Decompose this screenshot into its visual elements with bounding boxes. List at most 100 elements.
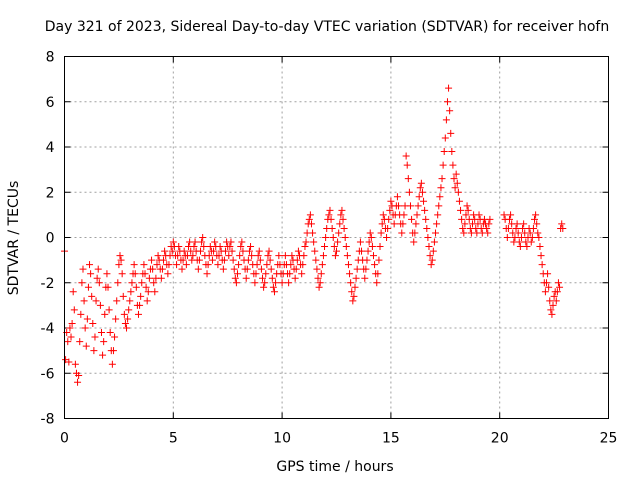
data-point bbox=[446, 107, 454, 115]
data-point bbox=[307, 220, 315, 228]
y-tick-label: 6 bbox=[46, 95, 55, 111]
data-point bbox=[268, 274, 276, 282]
data-point bbox=[432, 229, 440, 237]
data-point bbox=[269, 283, 277, 291]
data-point bbox=[70, 306, 78, 314]
data-point bbox=[77, 310, 85, 318]
data-point bbox=[515, 238, 523, 246]
data-point bbox=[144, 288, 152, 296]
data-point bbox=[475, 211, 483, 219]
data-point bbox=[270, 288, 278, 296]
data-point bbox=[438, 175, 446, 183]
chart-title: Day 321 of 2023, Sidereal Day-to-day VTE… bbox=[45, 19, 609, 35]
data-point bbox=[338, 206, 346, 214]
data-point bbox=[450, 175, 458, 183]
data-point bbox=[500, 211, 508, 219]
data-point bbox=[116, 252, 124, 260]
data-point bbox=[418, 188, 426, 196]
data-point bbox=[343, 252, 351, 260]
data-point bbox=[120, 310, 128, 318]
data-point bbox=[138, 279, 146, 287]
data-point bbox=[426, 252, 434, 260]
data-point bbox=[239, 247, 247, 255]
data-point bbox=[299, 261, 307, 269]
data-point bbox=[90, 347, 98, 355]
data-point bbox=[71, 360, 79, 368]
data-point bbox=[379, 211, 387, 219]
data-point bbox=[301, 243, 309, 251]
data-point bbox=[376, 243, 384, 251]
data-point bbox=[458, 215, 466, 223]
data-point bbox=[346, 270, 354, 278]
y-tick-label: 0 bbox=[46, 231, 55, 247]
data-point bbox=[340, 224, 348, 232]
data-point bbox=[552, 297, 560, 305]
data-point bbox=[464, 206, 472, 214]
data-point bbox=[484, 229, 492, 237]
data-point bbox=[237, 243, 245, 251]
data-point bbox=[440, 148, 448, 156]
data-point bbox=[448, 148, 456, 156]
data-point bbox=[417, 179, 425, 187]
data-point bbox=[463, 202, 471, 210]
data-point bbox=[483, 224, 491, 232]
data-point bbox=[200, 243, 208, 251]
data-point bbox=[126, 297, 134, 305]
data-point bbox=[108, 360, 116, 368]
data-point bbox=[314, 274, 322, 282]
data-point bbox=[272, 279, 280, 287]
data-point bbox=[435, 202, 443, 210]
data-point bbox=[528, 234, 536, 241]
data-point bbox=[168, 247, 176, 255]
data-point bbox=[66, 324, 74, 332]
data-point bbox=[123, 324, 131, 332]
data-point bbox=[136, 301, 144, 309]
data-point bbox=[369, 252, 377, 260]
data-point bbox=[227, 238, 235, 246]
data-point bbox=[91, 333, 99, 341]
data-point bbox=[399, 220, 407, 228]
data-point bbox=[368, 243, 376, 251]
data-point bbox=[554, 279, 562, 287]
data-point bbox=[443, 98, 451, 106]
data-point bbox=[378, 220, 386, 228]
data-point bbox=[97, 329, 105, 337]
data-point bbox=[486, 215, 494, 223]
data-point bbox=[259, 274, 267, 282]
data-point bbox=[527, 238, 535, 246]
data-point bbox=[386, 206, 394, 214]
data-point bbox=[436, 193, 444, 201]
data-point bbox=[422, 215, 430, 223]
data-point bbox=[178, 265, 186, 273]
data-point bbox=[121, 319, 129, 327]
data-point bbox=[226, 243, 234, 251]
data-point bbox=[519, 224, 527, 232]
data-point bbox=[153, 261, 161, 269]
data-point bbox=[318, 261, 326, 269]
data-point bbox=[410, 238, 418, 246]
data-point bbox=[112, 315, 120, 323]
data-point bbox=[130, 261, 138, 269]
data-point bbox=[298, 270, 306, 278]
data-point bbox=[337, 211, 345, 219]
data-point bbox=[256, 256, 264, 264]
data-point bbox=[124, 315, 132, 323]
data-point bbox=[247, 243, 255, 251]
data-point bbox=[553, 288, 561, 296]
data-point bbox=[287, 261, 295, 269]
data-point bbox=[134, 310, 142, 318]
data-point bbox=[327, 215, 335, 223]
data-point bbox=[387, 197, 395, 205]
data-point bbox=[115, 261, 123, 269]
data-point bbox=[425, 243, 433, 251]
data-point bbox=[94, 265, 102, 273]
data-point bbox=[365, 238, 373, 246]
data-point bbox=[371, 261, 379, 269]
data-point bbox=[454, 188, 462, 196]
data-point bbox=[69, 288, 77, 296]
data-point bbox=[245, 247, 253, 255]
data-point bbox=[507, 211, 515, 219]
data-point bbox=[556, 283, 564, 291]
data-point bbox=[461, 220, 469, 228]
x-tick-label: 20 bbox=[491, 431, 509, 447]
